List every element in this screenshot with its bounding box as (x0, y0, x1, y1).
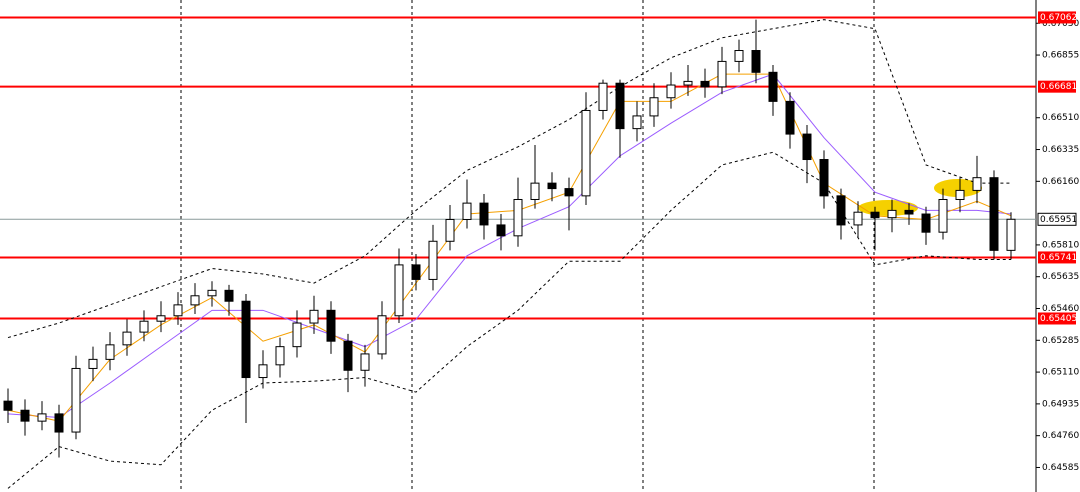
candle-body (598, 82, 608, 111)
price-tag (1038, 80, 1076, 93)
candle-body (683, 80, 693, 86)
candle-body (394, 264, 404, 317)
price-tag (1038, 251, 1076, 264)
y-tick-label: 0.65810 (1042, 240, 1079, 250)
price-tag (1038, 312, 1076, 325)
candle-body (853, 211, 863, 226)
candle-body (275, 346, 285, 366)
candle-body (156, 315, 166, 322)
candle-body (224, 289, 234, 302)
candle-body (241, 300, 251, 379)
candle-body (530, 182, 540, 200)
price-tag (1037, 212, 1077, 226)
candle-body (887, 209, 897, 219)
candle-body (802, 133, 812, 161)
candle-body (309, 309, 319, 324)
candle-body (581, 109, 591, 197)
candle-body (105, 344, 115, 360)
candle-body (819, 159, 829, 197)
candle-body (564, 188, 574, 197)
y-tick-label: 0.65285 (1042, 336, 1079, 346)
candle-body (37, 413, 47, 422)
candle-body (921, 213, 931, 233)
candle-body (513, 198, 523, 237)
candle-body (989, 177, 999, 251)
y-tick-label: 0.64760 (1042, 431, 1079, 441)
price-tag-label: 0.65741 (1040, 253, 1077, 263)
candle-body (785, 100, 795, 135)
candle-body (326, 309, 336, 342)
candle-body (496, 224, 506, 237)
candle-body (904, 209, 914, 215)
candle-body (343, 340, 353, 371)
candle-body (836, 195, 846, 226)
indicator-line (7, 19, 1011, 339)
candle-body (122, 331, 132, 346)
candle-body (54, 413, 64, 433)
candle-body (955, 189, 965, 200)
price-tag-label: 0.67062 (1040, 13, 1077, 23)
candle-body (445, 218, 455, 242)
period-separators (180, 0, 875, 492)
candle-body (649, 97, 659, 117)
y-tick-label: 0.65635 (1042, 272, 1079, 282)
candle-body (71, 367, 81, 433)
candle-body (258, 364, 268, 379)
candle-body (768, 71, 778, 102)
candle-body (734, 50, 744, 62)
y-tick-label: 0.67030 (1042, 19, 1079, 29)
price-tag-label: 0.66681 (1040, 82, 1077, 92)
candle-body (700, 80, 710, 88)
candle-body (411, 264, 421, 280)
candle-body (292, 322, 302, 348)
candle-body (870, 211, 880, 219)
y-tick-label: 0.64585 (1042, 463, 1079, 473)
y-tick-label: 0.66855 (1042, 51, 1079, 61)
candle-body (3, 400, 13, 411)
candle-body (20, 409, 30, 422)
price-tag (1038, 11, 1076, 24)
candle-body (632, 115, 642, 130)
current-price-label: 0.65951 (1040, 215, 1077, 225)
candle-body (207, 289, 217, 297)
candle-body (88, 358, 98, 369)
candle-body (717, 60, 727, 88)
candle-body (547, 182, 557, 190)
y-tick-label: 0.65110 (1042, 368, 1079, 378)
candle-body (360, 353, 370, 371)
candle-body (462, 202, 472, 220)
candle-body (666, 84, 676, 99)
candle-body (972, 177, 982, 191)
indicator-line (7, 73, 1012, 422)
candle-body (1006, 218, 1016, 251)
y-tick-label: 0.65460 (1042, 304, 1079, 314)
candle-body (173, 304, 183, 317)
y-tick-label: 0.64935 (1042, 399, 1079, 409)
y-tick-label: 0.66335 (1042, 145, 1079, 155)
candle-body (479, 202, 489, 226)
candle-body (190, 295, 200, 306)
candle-body (428, 240, 438, 280)
indicator-line (7, 73, 1012, 419)
highlight (934, 179, 982, 197)
candle-body (139, 320, 149, 333)
candle-body (751, 50, 761, 73)
y-tick-label: 0.66160 (1042, 177, 1079, 187)
candle-body (938, 198, 948, 233)
candle-body (377, 315, 387, 355)
candle-body (615, 82, 625, 130)
y-tick-label: 0.66510 (1042, 113, 1079, 123)
price-tag-label: 0.65405 (1040, 314, 1077, 324)
